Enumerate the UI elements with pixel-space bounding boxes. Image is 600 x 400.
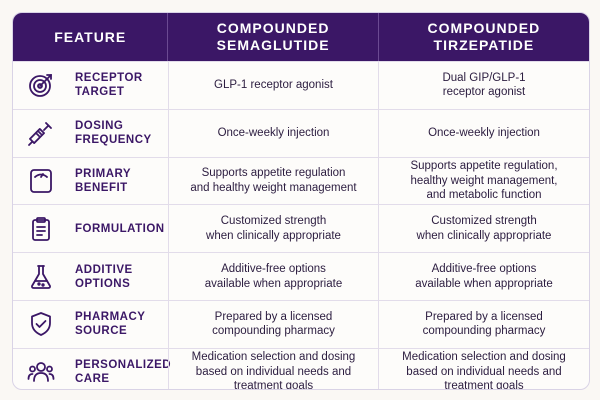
tirzepatide-value: Dual GIP/GLP-1 receptor agonist (378, 62, 589, 109)
table-header: Feature Compounded Semaglutide Compounde… (13, 13, 589, 61)
tirzepatide-value: Supports appetite regulation, healthy we… (378, 157, 589, 205)
feature-cell: Primary Benefit (13, 158, 168, 205)
semaglutide-value: GLP-1 receptor agonist (168, 62, 378, 109)
comparison-table: Feature Compounded Semaglutide Compounde… (12, 12, 590, 390)
semaglutide-value: Customized strength when clinically appr… (168, 205, 378, 253)
feature-cell: Formulation (13, 205, 168, 252)
tirzepatide-value: Customized strength when clinically appr… (378, 205, 589, 253)
feature-label: Formulation (75, 222, 165, 235)
table-row: Primary Benefit Supports appetite regula… (13, 156, 589, 205)
tirzepatide-value: Once-weekly injection (378, 109, 589, 157)
feature-cell: Pharmacy Source (13, 301, 168, 348)
semaglutide-value: Prepared by a licensed compounding pharm… (168, 300, 378, 348)
feature-label: Dosing Frequency (75, 120, 152, 147)
shield-check-icon (27, 310, 55, 338)
tirzepatide-value: Prepared by a licensed compounding pharm… (378, 300, 589, 348)
semaglutide-value: Once-weekly injection (168, 109, 378, 157)
clipboard-icon (27, 215, 55, 243)
table-row: Personalized Care Medication selection a… (13, 347, 589, 389)
scale-icon (27, 167, 55, 195)
feature-cell: Receptor Target (13, 62, 168, 109)
semaglutide-value: Supports appetite regulation and healthy… (168, 157, 378, 205)
feature-label: Primary Benefit (75, 167, 132, 194)
tirzepatide-value: Medication selection and dosing based on… (378, 348, 589, 389)
table-row: Receptor Target GLP-1 receptor agonist D… (13, 61, 589, 109)
semaglutide-value: Additive-free options available when app… (168, 253, 378, 300)
table-row: Dosing Frequency Once-weekly injection O… (13, 108, 589, 157)
feature-cell: Additive Options (13, 253, 168, 300)
table-row: Pharmacy Source Prepared by a licensed c… (13, 299, 589, 348)
semaglutide-value: Medication selection and dosing based on… (168, 348, 378, 389)
table-row: Additive Options Additive-free options a… (13, 252, 589, 300)
feature-cell: Dosing Frequency (13, 110, 168, 157)
feature-label: Additive Options (75, 263, 133, 290)
feature-label: Pharmacy Source (75, 311, 146, 338)
feature-label: Receptor Target (75, 72, 143, 99)
syringe-icon (27, 119, 55, 147)
flask-icon (27, 263, 55, 291)
header-feature: Feature (54, 28, 127, 45)
table-row: Formulation Customized strength when cli… (13, 204, 589, 253)
header-semaglutide: Compounded Semaglutide (167, 13, 377, 61)
people-icon (27, 358, 55, 386)
feature-label: Personalized Care (75, 359, 172, 386)
tirzepatide-value: Additive-free options available when app… (378, 253, 589, 300)
feature-cell: Personalized Care (13, 349, 172, 389)
target-icon (27, 71, 55, 99)
header-tirzepatide: Compounded Tirzepatide (377, 13, 589, 61)
